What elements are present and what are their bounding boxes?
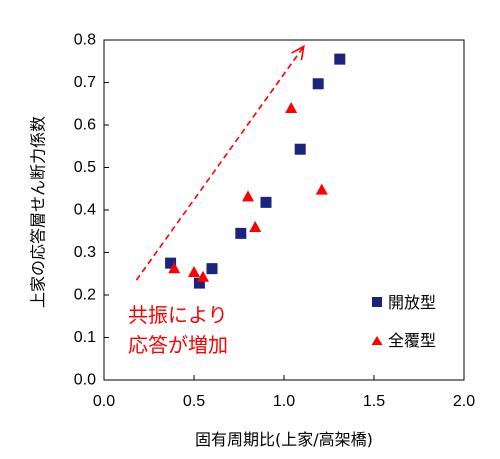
- trend-arrow-line: [135, 45, 305, 281]
- data-points: [165, 53, 346, 289]
- data-point-triangle: [168, 262, 181, 274]
- y-tick-label: 0.5: [74, 159, 96, 176]
- y-tick-label: 0.0: [74, 372, 96, 389]
- x-tick-label: 1.5: [363, 393, 385, 410]
- x-tick-label: 0.0: [93, 393, 115, 410]
- y-tick-label: 0.6: [74, 117, 96, 134]
- data-point-triangle: [242, 190, 254, 202]
- legend-label-series-0: 開放型: [388, 293, 436, 312]
- data-point-square: [334, 53, 346, 65]
- y-tick-label: 0.3: [74, 244, 96, 261]
- data-point-square: [165, 257, 177, 269]
- annotation-line-2: 応答が増加: [128, 333, 228, 357]
- data-point-square: [260, 196, 272, 208]
- annotation-line-1: 共振により: [128, 303, 228, 327]
- data-point-triangle: [315, 183, 328, 195]
- legend-marker-triangle: [371, 336, 383, 345]
- data-point-triangle: [197, 270, 209, 282]
- legend-marker-square: [372, 297, 382, 307]
- y-axis-title: 上家の応答層せん断力係数: [29, 116, 48, 308]
- y-tick-label: 0.1: [74, 329, 96, 346]
- legend-label-series-1: 全覆型: [388, 331, 436, 350]
- y-tick-label: 0.8: [74, 32, 96, 49]
- y-axis-title-group: 上家の応答層せん断力係数: [29, 116, 48, 308]
- y-axis-ticks: 0.0 0.1 0.2 0.3 0.4 0.5 0.6 0.7 0.8: [74, 32, 109, 389]
- data-point-square: [193, 277, 205, 289]
- x-tick-label: 2.0: [453, 393, 475, 410]
- x-axis-title: 固有周期比(上家/高架橋): [195, 430, 373, 449]
- data-point-square: [312, 78, 324, 90]
- data-point-square: [206, 263, 218, 275]
- data-point-square: [294, 143, 306, 155]
- data-point-triangle: [249, 221, 262, 232]
- y-tick-label: 0.7: [74, 74, 96, 91]
- trend-arrow-head: [291, 44, 305, 61]
- y-tick-label: 0.2: [74, 287, 96, 304]
- x-tick-label: 0.5: [183, 393, 205, 410]
- plot-area-frame: [103, 39, 465, 381]
- data-point-square: [235, 227, 247, 239]
- data-point-triangle: [285, 102, 298, 113]
- legend: 開放型 全覆型: [371, 293, 436, 350]
- data-point-triangle: [188, 266, 200, 278]
- x-axis-ticks: 0.0 0.5 1.0 1.5 2.0: [93, 375, 475, 410]
- y-tick-label: 0.4: [74, 202, 96, 219]
- x-tick-label: 1.0: [273, 393, 295, 410]
